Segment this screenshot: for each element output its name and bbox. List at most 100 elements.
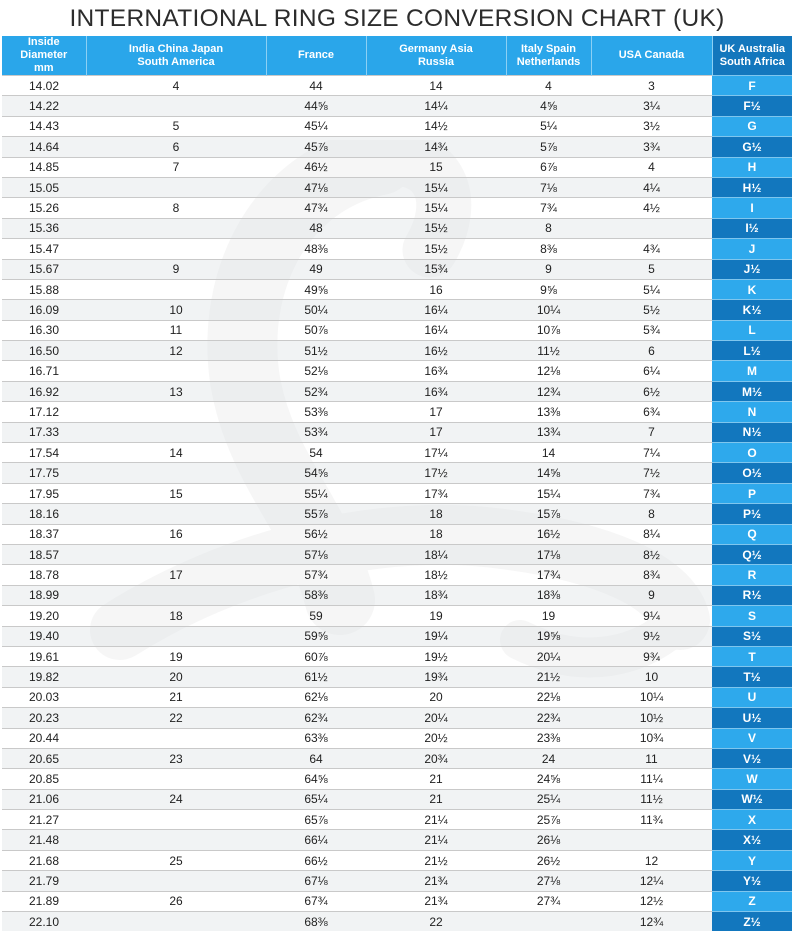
table-row: 18.57 57⅛ 18¼ 17⅛ 8½ Q½	[2, 543, 792, 565]
uk-size-cell: I½	[712, 217, 792, 239]
usa-canada-cell	[591, 829, 712, 851]
usa-canada-cell: 6¾	[591, 401, 712, 423]
france-cell: 57¾	[266, 564, 366, 586]
diameter-cell: 15.36	[2, 217, 86, 239]
france-cell: 62¾	[266, 707, 366, 728]
india-china-japan-cell: 25	[86, 849, 266, 871]
usa-canada-cell: 3¼	[591, 95, 712, 117]
italy-spain-cell: 27⅛	[506, 870, 591, 892]
uk-size-cell: P	[712, 482, 792, 504]
germany-asia-cell: 17¾	[366, 482, 506, 504]
italy-spain-cell: 13⅜	[506, 401, 591, 423]
india-china-japan-cell	[86, 911, 266, 932]
table-row: 14.43 5 45¼ 14½ 5¼ 3½ G	[2, 115, 792, 137]
table-row: 15.67 9 49 15¾ 9 5 J½	[2, 258, 792, 280]
table-row: 14.02 4 44 14 4 3 F	[2, 74, 792, 96]
table-row: 18.16 55⅞ 18 15⅞ 8 P½	[2, 503, 792, 525]
germany-asia-cell: 15	[366, 156, 506, 178]
table-row: 17.75 54⅝ 17½ 14⅝ 7½ O½	[2, 462, 792, 484]
india-china-japan-cell: 12	[86, 340, 266, 361]
germany-asia-cell: 15½	[366, 238, 506, 260]
uk-size-cell: F	[712, 74, 792, 96]
italy-spain-cell: 15⅞	[506, 503, 591, 525]
germany-asia-cell: 17½	[366, 462, 506, 484]
india-china-japan-cell	[86, 543, 266, 565]
diameter-cell: 17.75	[2, 462, 86, 484]
italy-spain-cell: 25¼	[506, 788, 591, 810]
diameter-cell: 14.43	[2, 115, 86, 137]
uk-size-cell: S½	[712, 625, 792, 647]
india-china-japan-cell: 13	[86, 380, 266, 402]
diameter-cell: 14.02	[2, 74, 86, 96]
india-china-japan-cell	[86, 95, 266, 117]
france-cell: 50⅞	[266, 319, 366, 341]
italy-spain-cell: 14	[506, 442, 591, 463]
usa-canada-cell: 4½	[591, 197, 712, 219]
diameter-cell: 18.16	[2, 503, 86, 525]
table-row: 18.99 58⅜ 18¾ 18⅜ 9 R½	[2, 584, 792, 606]
india-china-japan-cell	[86, 625, 266, 647]
italy-spain-cell: 16½	[506, 523, 591, 545]
italy-spain-cell: 17⅛	[506, 543, 591, 565]
germany-asia-cell: 21¼	[366, 809, 506, 830]
germany-asia-cell: 21	[366, 768, 506, 790]
france-cell: 57⅛	[266, 543, 366, 565]
col-header-france: France	[266, 36, 367, 76]
france-cell: 67⅛	[266, 870, 366, 892]
italy-spain-cell: 4	[506, 74, 591, 96]
diameter-cell: 14.22	[2, 95, 86, 117]
usa-canada-cell: 8¾	[591, 564, 712, 586]
uk-size-cell: X½	[712, 829, 792, 851]
italy-spain-cell	[506, 911, 591, 932]
table-row: 15.26 8 47¾ 15¼ 7¾ 4½ I	[2, 197, 792, 219]
diameter-cell: 16.30	[2, 319, 86, 341]
col-header-usa-canada: USA Canada	[591, 36, 713, 76]
table-row: 21.27 65⅞ 21¼ 25⅞ 11¾ X	[2, 809, 792, 830]
usa-canada-cell	[591, 217, 712, 239]
india-china-japan-cell	[86, 809, 266, 830]
italy-spain-cell: 21½	[506, 666, 591, 688]
italy-spain-cell: 27¾	[506, 890, 591, 912]
table-row: 15.05 47⅛ 15¼ 7⅛ 4¼ H½	[2, 176, 792, 198]
diameter-cell: 17.54	[2, 442, 86, 463]
usa-canada-cell: 12¾	[591, 911, 712, 932]
india-china-japan-cell	[86, 870, 266, 892]
uk-size-cell: N	[712, 401, 792, 423]
india-china-japan-cell	[86, 584, 266, 606]
table-row: 14.22 44⅝ 14¼ 4⅝ 3¼ F½	[2, 95, 792, 117]
germany-asia-cell: 21½	[366, 849, 506, 871]
italy-spain-cell: 9⅝	[506, 278, 591, 300]
diameter-cell: 20.85	[2, 768, 86, 790]
france-cell: 52⅛	[266, 360, 366, 382]
table-row: 21.79 67⅛ 21¾ 27⅛ 12¼ Y½	[2, 870, 792, 892]
uk-size-cell: I	[712, 197, 792, 219]
india-china-japan-cell	[86, 278, 266, 300]
india-china-japan-cell: 8	[86, 197, 266, 219]
france-cell: 46½	[266, 156, 366, 178]
india-china-japan-cell: 19	[86, 645, 266, 667]
uk-size-cell: Z	[712, 890, 792, 912]
usa-canada-cell: 3¾	[591, 136, 712, 158]
header-row: Inside Diameter mm India China Japan South…	[2, 36, 792, 76]
uk-size-cell: J	[712, 238, 792, 260]
table-row: 17.54 14 54 17¼ 14 7¼ O	[2, 442, 792, 463]
france-cell: 47¾	[266, 197, 366, 219]
india-china-japan-cell	[86, 176, 266, 198]
india-china-japan-cell: 9	[86, 258, 266, 280]
france-cell: 55¼	[266, 482, 366, 504]
usa-canada-cell: 9½	[591, 625, 712, 647]
diameter-cell: 15.26	[2, 197, 86, 219]
col-header-uk-australia: UK Australia South Africa	[712, 36, 792, 76]
germany-asia-cell: 20½	[366, 727, 506, 749]
germany-asia-cell: 18	[366, 503, 506, 525]
usa-canada-cell: 5¼	[591, 278, 712, 300]
uk-size-cell: X	[712, 809, 792, 830]
table-row: 15.36 48 15½ 8 I½	[2, 217, 792, 239]
usa-canada-cell: 7¾	[591, 482, 712, 504]
italy-spain-cell: 20¼	[506, 645, 591, 667]
italy-spain-cell: 22¾	[506, 707, 591, 728]
uk-size-cell: G	[712, 115, 792, 137]
italy-spain-cell: 8	[506, 217, 591, 239]
italy-spain-cell: 23⅜	[506, 727, 591, 749]
india-china-japan-cell: 18	[86, 605, 266, 627]
